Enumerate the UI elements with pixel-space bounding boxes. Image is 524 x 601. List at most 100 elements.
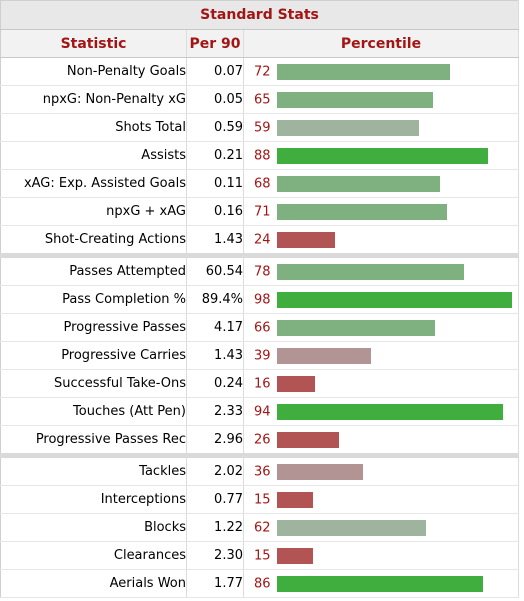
- percentile-cell: 88: [243, 141, 519, 170]
- statistic-cell: Progressive Passes Rec: [0, 425, 187, 456]
- percentile-value: 16: [254, 376, 271, 391]
- percentile-value: 39: [254, 348, 271, 363]
- percentile-bar: [277, 64, 450, 80]
- statistic-cell: xAG: Exp. Assisted Goals: [0, 169, 187, 198]
- per90-cell: 2.02: [186, 453, 244, 486]
- table-row: Blocks 1.22 62: [0, 513, 519, 542]
- percentile-cell: 66: [243, 313, 519, 342]
- percentile-value: 98: [254, 292, 271, 307]
- percentile-bar: [277, 376, 315, 392]
- percentile-bar: [277, 264, 464, 280]
- percentile-value: 86: [254, 576, 271, 591]
- percentile-bar: [277, 348, 371, 364]
- per90-cell: 0.24: [186, 369, 244, 398]
- statistic-cell: Interceptions: [0, 485, 187, 514]
- table-row: Tackles 2.02 36: [0, 453, 519, 486]
- statistic-cell: npxG: Non-Penalty xG: [0, 85, 187, 114]
- percentile-bar: [277, 576, 483, 592]
- per90-cell: 2.96: [186, 425, 244, 456]
- percentile-cell: 86: [243, 569, 519, 598]
- percentile-cell: 16: [243, 369, 519, 398]
- per90-cell: 2.33: [186, 397, 244, 426]
- percentile-cell: 15: [243, 485, 519, 514]
- per90-cell: 2.30: [186, 541, 244, 570]
- percentile-value: 36: [254, 464, 271, 479]
- percentile-value: 24: [254, 232, 271, 247]
- percentile-cell: 72: [243, 57, 519, 86]
- percentile-bar: [277, 204, 447, 220]
- statistic-cell: Assists: [0, 141, 187, 170]
- statistic-cell: Touches (Att Pen): [0, 397, 187, 426]
- table-row: Assists 0.21 88: [0, 141, 519, 170]
- table-row: Interceptions 0.77 15: [0, 485, 519, 514]
- table-row: Pass Completion % 89.4% 98: [0, 285, 519, 314]
- percentile-value: 72: [254, 64, 271, 79]
- percentile-bar: [277, 176, 440, 192]
- percentile-cell: 36: [243, 453, 519, 486]
- percentile-value: 78: [254, 264, 271, 279]
- table-row: npxG + xAG 0.16 71: [0, 197, 519, 226]
- per90-cell: 0.05: [186, 85, 244, 114]
- percentile-bar: [277, 148, 488, 164]
- per90-cell: 4.17: [186, 313, 244, 342]
- column-header-statistic[interactable]: Statistic: [0, 29, 187, 58]
- percentile-value: 15: [254, 548, 271, 563]
- statistic-cell: Progressive Passes: [0, 313, 187, 342]
- percentile-cell: 94: [243, 397, 519, 426]
- percentile-cell: 39: [243, 341, 519, 370]
- statistic-cell: npxG + xAG: [0, 197, 187, 226]
- statistic-cell: Clearances: [0, 541, 187, 570]
- percentile-cell: 78: [243, 253, 519, 286]
- statistic-cell: Shot-Creating Actions: [0, 225, 187, 256]
- statistic-cell: Shots Total: [0, 113, 187, 142]
- percentile-cell: 62: [243, 513, 519, 542]
- table-row: Clearances 2.30 15: [0, 541, 519, 570]
- percentile-cell: 68: [243, 169, 519, 198]
- table-row: Touches (Att Pen) 2.33 94: [0, 397, 519, 426]
- percentile-value: 66: [254, 320, 271, 335]
- per90-cell: 0.16: [186, 197, 244, 226]
- percentile-bar: [277, 232, 335, 248]
- percentile-value: 71: [254, 204, 271, 219]
- table-row: Progressive Passes 4.17 66: [0, 313, 519, 342]
- percentile-cell: 98: [243, 285, 519, 314]
- table-row: Shot-Creating Actions 1.43 24: [0, 225, 519, 256]
- per90-cell: 0.59: [186, 113, 244, 142]
- percentile-cell: 15: [243, 541, 519, 570]
- table-row: Aerials Won 1.77 86: [0, 569, 519, 598]
- percentile-value: 88: [254, 148, 271, 163]
- per90-cell: 89.4%: [186, 285, 244, 314]
- stats-body: Non-Penalty Goals 0.07 72 npxG: Non-Penalty…: [0, 57, 519, 598]
- percentile-value: 26: [254, 432, 271, 447]
- per90-cell: 0.21: [186, 141, 244, 170]
- percentile-cell: 26: [243, 425, 519, 456]
- table-row: Non-Penalty Goals 0.07 72: [0, 57, 519, 86]
- statistic-cell: Aerials Won: [0, 569, 187, 598]
- statistic-cell: Passes Attempted: [0, 253, 187, 286]
- percentile-bar: [277, 520, 426, 536]
- per90-cell: 60.54: [186, 253, 244, 286]
- per90-cell: 1.77: [186, 569, 244, 598]
- statistic-cell: Non-Penalty Goals: [0, 57, 187, 86]
- table-title: Standard Stats: [0, 0, 519, 30]
- table-row: npxG: Non-Penalty xG 0.05 65: [0, 85, 519, 114]
- per90-cell: 1.43: [186, 225, 244, 256]
- percentile-bar: [277, 492, 313, 508]
- per90-cell: 0.77: [186, 485, 244, 514]
- table-row: Progressive Passes Rec 2.96 26: [0, 425, 519, 456]
- percentile-cell: 71: [243, 197, 519, 226]
- percentile-bar: [277, 292, 512, 308]
- statistic-cell: Blocks: [0, 513, 187, 542]
- statistic-cell: Pass Completion %: [0, 285, 187, 314]
- table-row: Shots Total 0.59 59: [0, 113, 519, 142]
- per90-cell: 0.11: [186, 169, 244, 198]
- column-header-per-90[interactable]: Per 90: [186, 29, 244, 58]
- percentile-bar: [277, 432, 339, 448]
- percentile-bar: [277, 120, 419, 136]
- percentile-bar: [277, 404, 503, 420]
- table-row: Successful Take-Ons 0.24 16: [0, 369, 519, 398]
- column-header-percentile[interactable]: Percentile: [243, 29, 519, 58]
- percentile-cell: 59: [243, 113, 519, 142]
- per90-cell: 0.07: [186, 57, 244, 86]
